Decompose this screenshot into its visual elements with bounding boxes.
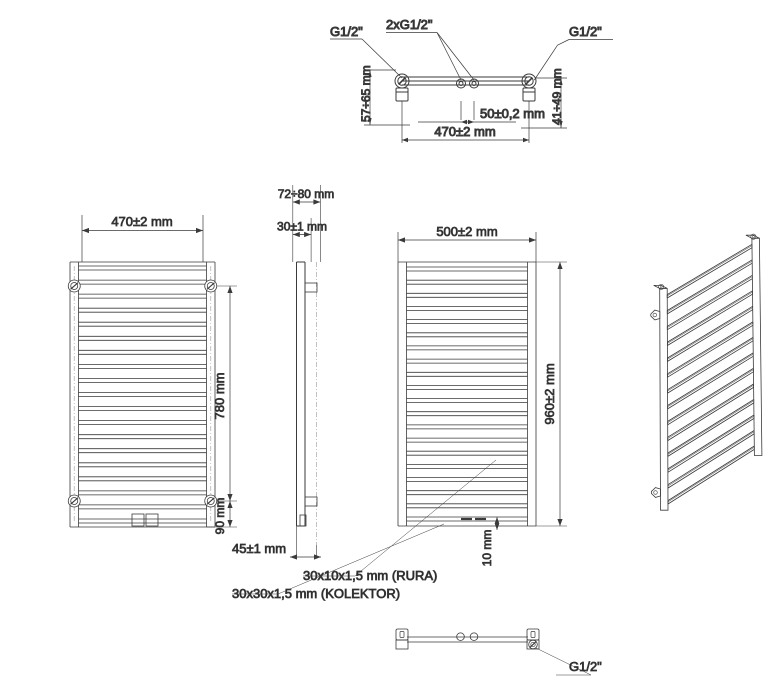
svg-text:470±2 mm: 470±2 mm [434, 124, 495, 139]
svg-text:G1/2": G1/2" [330, 24, 363, 39]
svg-text:G1/2": G1/2" [569, 659, 602, 674]
svg-text:470±2 mm: 470±2 mm [111, 214, 172, 229]
svg-text:780 mm: 780 mm [212, 373, 227, 420]
svg-text:30x30x1,5 mm (KOLEKTOR): 30x30x1,5 mm (KOLEKTOR) [232, 586, 400, 601]
svg-text:500±2 mm: 500±2 mm [436, 224, 497, 239]
svg-text:45±1 mm: 45±1 mm [232, 541, 286, 556]
svg-text:30x10x1,5 mm (RURA): 30x10x1,5 mm (RURA) [303, 568, 437, 583]
svg-text:10 mm: 10 mm [480, 530, 494, 567]
svg-text:41÷49 mm: 41÷49 mm [550, 68, 564, 125]
svg-text:72÷80 mm: 72÷80 mm [278, 187, 335, 201]
svg-text:960±2 mm: 960±2 mm [542, 363, 557, 424]
svg-text:57÷65 mm: 57÷65 mm [359, 65, 373, 122]
svg-text:50±0,2 mm: 50±0,2 mm [480, 106, 545, 121]
svg-text:30±1 mm: 30±1 mm [277, 220, 327, 234]
svg-text:2xG1/2": 2xG1/2" [386, 17, 433, 32]
svg-text:G1/2": G1/2" [569, 24, 602, 39]
